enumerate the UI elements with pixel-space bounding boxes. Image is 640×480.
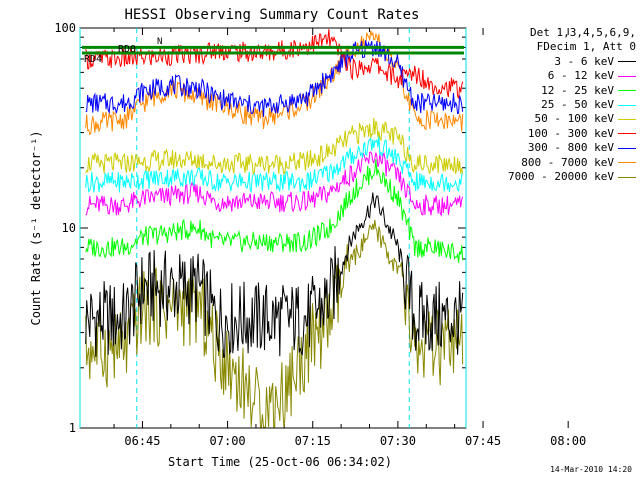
legend-label: 50 - 100 keV	[534, 112, 614, 126]
legend-label: 12 - 25 keV	[541, 83, 614, 97]
legend-entry: 6 - 12 keV	[478, 69, 636, 83]
legend-label: 7000 - 20000 keV	[508, 170, 614, 184]
series-line	[85, 134, 464, 194]
legend-label: 100 - 300 keV	[527, 126, 614, 140]
legend-entry: 800 - 7000 keV	[478, 156, 636, 170]
legend: Det 1,3,4,5,6,9, FDecim 1, Att 0 3 - 6 k…	[478, 26, 636, 184]
legend-header-decimation: FDecim 1, Att 0	[536, 40, 636, 54]
x-tick-label: 07:45	[465, 434, 501, 448]
plot-area: 06:45 07:00 07:15 07:30 07:45 08:00 1 10 100 RD0 R…	[54, 21, 586, 448]
annotation-rd0: RD0	[118, 44, 136, 55]
legend-swatch	[618, 133, 636, 135]
x-axis-label: Start Time (25-Oct-06 06:34:02)	[168, 455, 392, 469]
legend-label: 300 - 800 keV	[527, 141, 614, 155]
y-tick-label: 100	[54, 21, 76, 35]
series-line	[85, 192, 464, 359]
legend-swatch	[618, 104, 636, 106]
legend-swatch	[618, 90, 636, 92]
plot-frame	[79, 27, 467, 429]
legend-label: 800 - 7000 keV	[521, 155, 614, 169]
x-tick-label: 07:30	[380, 434, 416, 448]
legend-swatch	[618, 162, 636, 164]
y-tick-label: 1	[69, 421, 76, 435]
legend-swatch	[618, 75, 636, 77]
y-axis-label: Count Rate (s⁻¹ detector⁻¹)	[29, 130, 43, 325]
legend-swatch	[618, 61, 636, 63]
series-line	[85, 117, 464, 176]
legend-swatch	[618, 176, 636, 178]
annotation-rd4: RD4	[84, 54, 102, 65]
legend-entry: 3 - 6 keV	[478, 55, 636, 69]
legend-entry: 50 - 100 keV	[478, 112, 636, 126]
legend-swatch	[618, 118, 636, 120]
legend-entry: 12 - 25 keV	[478, 84, 636, 98]
series-line	[85, 151, 464, 217]
legend-swatch	[618, 147, 636, 149]
legend-label: 3 - 6 keV	[554, 54, 614, 68]
legend-header-detectors: Det 1,3,4,5,6,9,	[530, 26, 636, 39]
chart-title: HESSI Observing Summary Count Rates	[124, 7, 419, 23]
y-tick-label: 10	[62, 221, 76, 235]
legend-entry: 25 - 50 keV	[478, 98, 636, 112]
legend-entry: 7000 - 20000 keV	[478, 170, 636, 184]
series-line	[85, 159, 464, 263]
legend-entry: 100 - 300 keV	[478, 127, 636, 141]
timestamp: 14-Mar-2010 14:20	[550, 465, 632, 474]
legend-label: 25 - 50 keV	[541, 98, 614, 112]
x-tick-label: 07:15	[295, 434, 331, 448]
x-tick-label: 06:45	[124, 434, 160, 448]
x-tick-label: 07:00	[210, 434, 246, 448]
legend-label: 6 - 12 keV	[547, 69, 614, 83]
x-tick-label: 08:00	[550, 434, 586, 448]
annotation-n: N	[157, 37, 162, 47]
series-line	[85, 40, 464, 117]
legend-entry: 300 - 800 keV	[478, 141, 636, 155]
